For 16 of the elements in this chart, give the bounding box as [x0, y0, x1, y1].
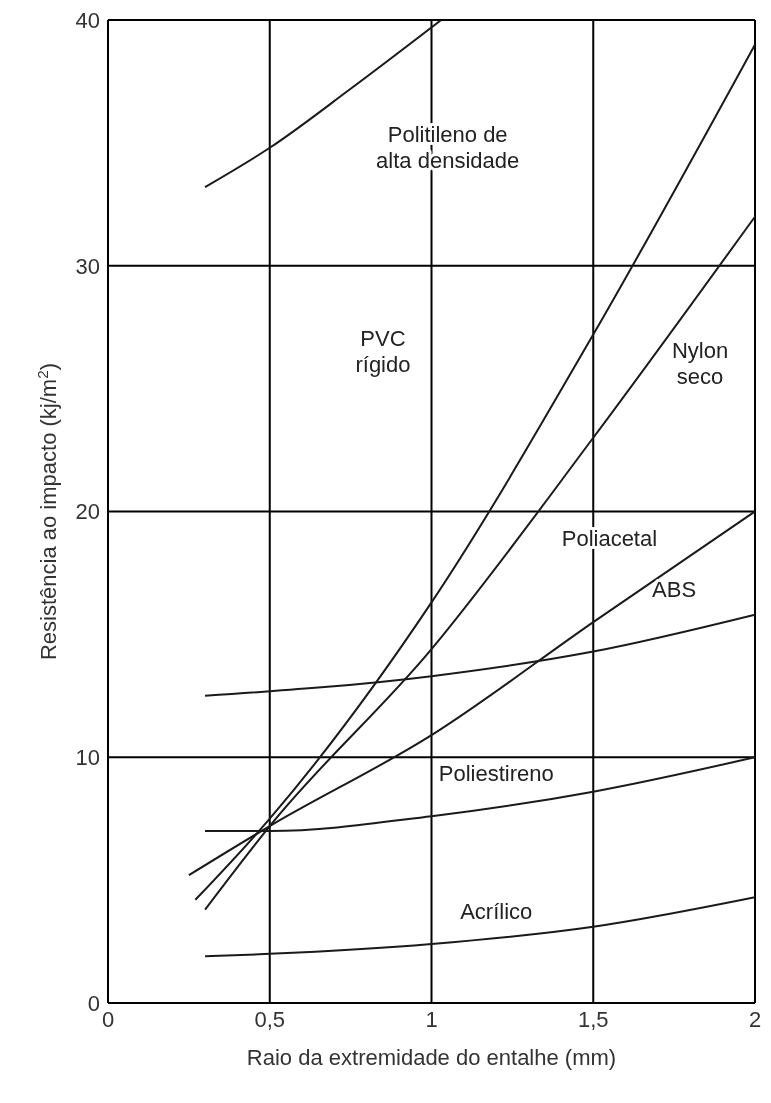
y-tick-label: 40 — [75, 7, 100, 33]
y-tick-label: 30 — [75, 253, 100, 279]
annotation: PVC rígido — [355, 325, 411, 377]
y-tick-label: 0 — [87, 990, 100, 1016]
x-axis-title: Raio da extremidade do entalhe (mm) — [246, 1045, 617, 1070]
y-tick-label: 20 — [75, 499, 100, 525]
annotation: Acrílico — [460, 899, 533, 925]
annotation: Nylon seco — [671, 338, 729, 390]
x-tick-label: 1 — [425, 1006, 438, 1032]
x-tick-label: 2 — [748, 1006, 762, 1032]
annotation: ABS — [652, 577, 697, 603]
annotation: Poliestireno — [438, 761, 554, 787]
x-tick-label: 0,5 — [254, 1006, 286, 1032]
line-series — [204, 896, 755, 958]
x-tick-label: 1,5 — [577, 1006, 609, 1032]
y-tick-label: 10 — [75, 745, 100, 771]
